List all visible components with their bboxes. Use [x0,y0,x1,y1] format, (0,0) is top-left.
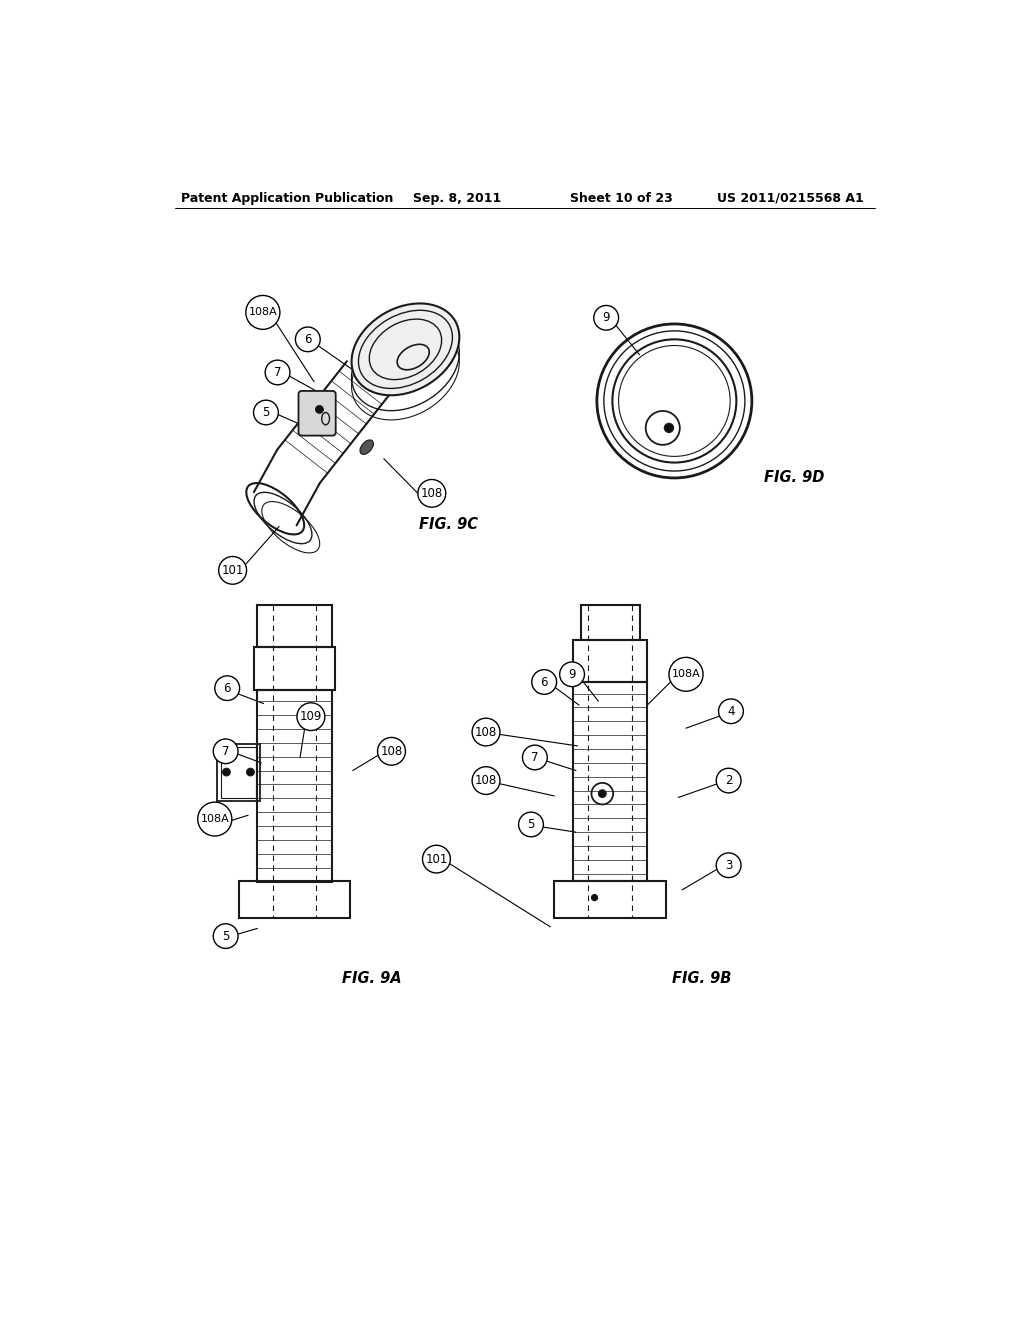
Text: FIG. 9D: FIG. 9D [764,470,824,486]
Text: FIG. 9B: FIG. 9B [672,972,731,986]
Circle shape [423,845,451,873]
Text: US 2011/0215568 A1: US 2011/0215568 A1 [717,191,864,205]
Text: Patent Application Publication: Patent Application Publication [180,191,393,205]
Circle shape [265,360,290,385]
Circle shape [560,663,585,686]
Circle shape [665,424,674,433]
Text: 108: 108 [421,487,443,500]
Text: 6: 6 [304,333,311,346]
Text: 7: 7 [531,751,539,764]
Text: 5: 5 [527,818,535,832]
Text: Sep. 8, 2011: Sep. 8, 2011 [414,191,502,205]
Bar [572,640,647,682]
Text: 108: 108 [475,774,498,787]
Text: 108: 108 [475,726,498,739]
Circle shape [315,405,324,413]
Bar [254,647,335,689]
Circle shape [246,296,280,330]
Circle shape [716,853,741,878]
Circle shape [247,768,254,776]
Circle shape [222,768,230,776]
Circle shape [716,768,741,793]
Circle shape [472,718,500,746]
Text: 5: 5 [262,407,269,418]
Bar [217,743,260,801]
Circle shape [669,657,703,692]
Text: 101: 101 [221,564,244,577]
Text: FIG. 9C: FIG. 9C [419,516,477,532]
Text: FIG. 9A: FIG. 9A [342,972,402,986]
Circle shape [213,924,238,949]
Circle shape [215,676,240,701]
Text: 101: 101 [425,853,447,866]
Bar [554,880,666,917]
Text: 7: 7 [273,366,282,379]
Circle shape [198,803,231,836]
Text: 4: 4 [727,705,734,718]
Bar [572,682,647,880]
Bar [221,747,256,797]
Circle shape [522,744,547,770]
Circle shape [418,479,445,507]
Circle shape [472,767,500,795]
Bar [239,880,350,917]
Circle shape [378,738,406,766]
Text: 7: 7 [222,744,229,758]
FancyBboxPatch shape [299,391,336,436]
Text: 9: 9 [568,668,575,681]
Text: 6: 6 [541,676,548,689]
Text: 108A: 108A [201,814,229,824]
Bar [257,689,332,882]
Text: 108A: 108A [249,308,278,317]
Text: 3: 3 [725,859,732,871]
Bar [257,605,332,647]
Bar [581,605,640,640]
Circle shape [219,557,247,585]
Circle shape [518,812,544,837]
Ellipse shape [351,304,460,395]
Circle shape [592,895,598,900]
Circle shape [295,327,321,351]
Circle shape [213,739,238,763]
Circle shape [598,789,606,797]
Text: 109: 109 [300,710,323,723]
Circle shape [297,702,325,730]
Circle shape [594,305,618,330]
Text: 108A: 108A [672,669,700,680]
Circle shape [254,400,279,425]
Text: Sheet 10 of 23: Sheet 10 of 23 [569,191,673,205]
Text: 6: 6 [223,681,231,694]
Text: 9: 9 [602,312,610,325]
Text: 108: 108 [380,744,402,758]
Circle shape [719,700,743,723]
Text: 5: 5 [222,929,229,942]
Ellipse shape [360,440,374,454]
Circle shape [531,669,557,694]
Text: 2: 2 [725,774,732,787]
